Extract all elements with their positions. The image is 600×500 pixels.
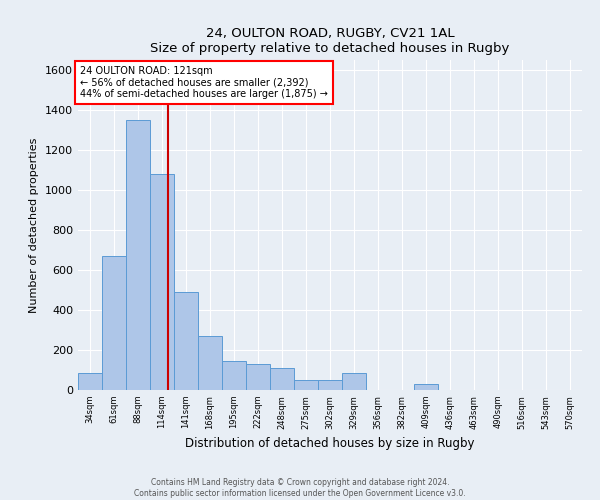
Title: 24, OULTON ROAD, RUGBY, CV21 1AL
Size of property relative to detached houses in: 24, OULTON ROAD, RUGBY, CV21 1AL Size of… [151,26,509,54]
Bar [342,373,366,390]
Bar [174,292,198,390]
Bar [246,364,270,390]
Bar [414,384,438,390]
Bar [294,380,318,390]
Bar [318,380,342,390]
X-axis label: Distribution of detached houses by size in Rugby: Distribution of detached houses by size … [185,437,475,450]
Bar [102,256,126,390]
Bar [150,174,174,390]
Text: 24 OULTON ROAD: 121sqm
← 56% of detached houses are smaller (2,392)
44% of semi-: 24 OULTON ROAD: 121sqm ← 56% of detached… [80,66,328,99]
Text: Contains HM Land Registry data © Crown copyright and database right 2024.
Contai: Contains HM Land Registry data © Crown c… [134,478,466,498]
Bar [222,361,246,390]
Bar [198,336,222,390]
Bar [78,373,102,390]
Bar [270,368,294,390]
Y-axis label: Number of detached properties: Number of detached properties [29,138,40,312]
Bar [126,120,150,390]
